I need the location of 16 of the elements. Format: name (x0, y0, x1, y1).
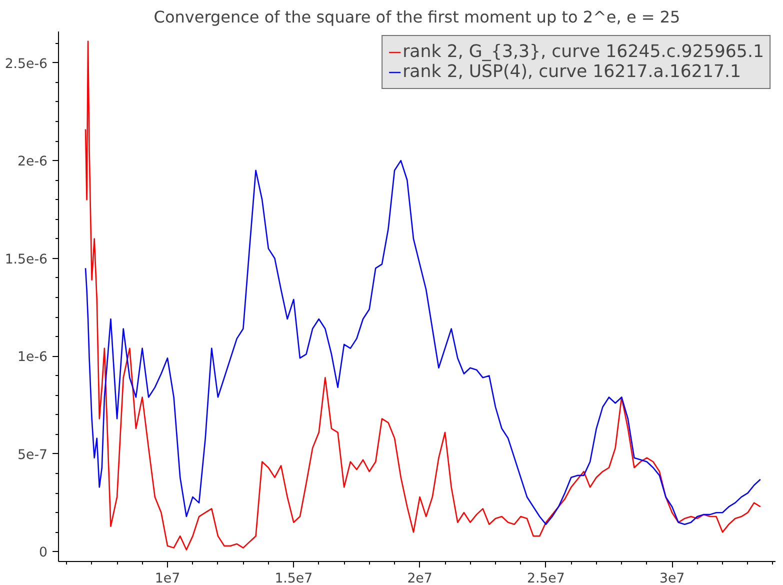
x-tick-label: 2e7 (407, 572, 432, 585)
x-tick-label: 2.5e7 (526, 572, 565, 585)
line-series (84, 160, 762, 525)
x-tick-label: 1.5e7 (274, 572, 313, 585)
y-tick-label: 2.5e-6 (4, 56, 48, 72)
y-tick-label: 0 (39, 546, 48, 561)
line-series (84, 40, 762, 550)
x-tick-label: 1e7 (154, 572, 180, 585)
y-tick-label: 1.5e-6 (4, 252, 48, 268)
chart-title: Convergence of the square of the first moment up to 2^e, e = 25 (154, 8, 680, 26)
x-tick-label: 3e7 (659, 572, 685, 585)
y-tick-label: 5e-7 (18, 448, 48, 463)
legend-label: rank 2, USP(4), curve 16217.a.16217.1 (402, 62, 742, 82)
legend-label: rank 2, G_{3,3}, curve 16245.c.925965.1 (402, 42, 764, 62)
y-tick-label: 1e-6 (18, 350, 48, 366)
y-tick-label: 2e-6 (18, 154, 48, 170)
